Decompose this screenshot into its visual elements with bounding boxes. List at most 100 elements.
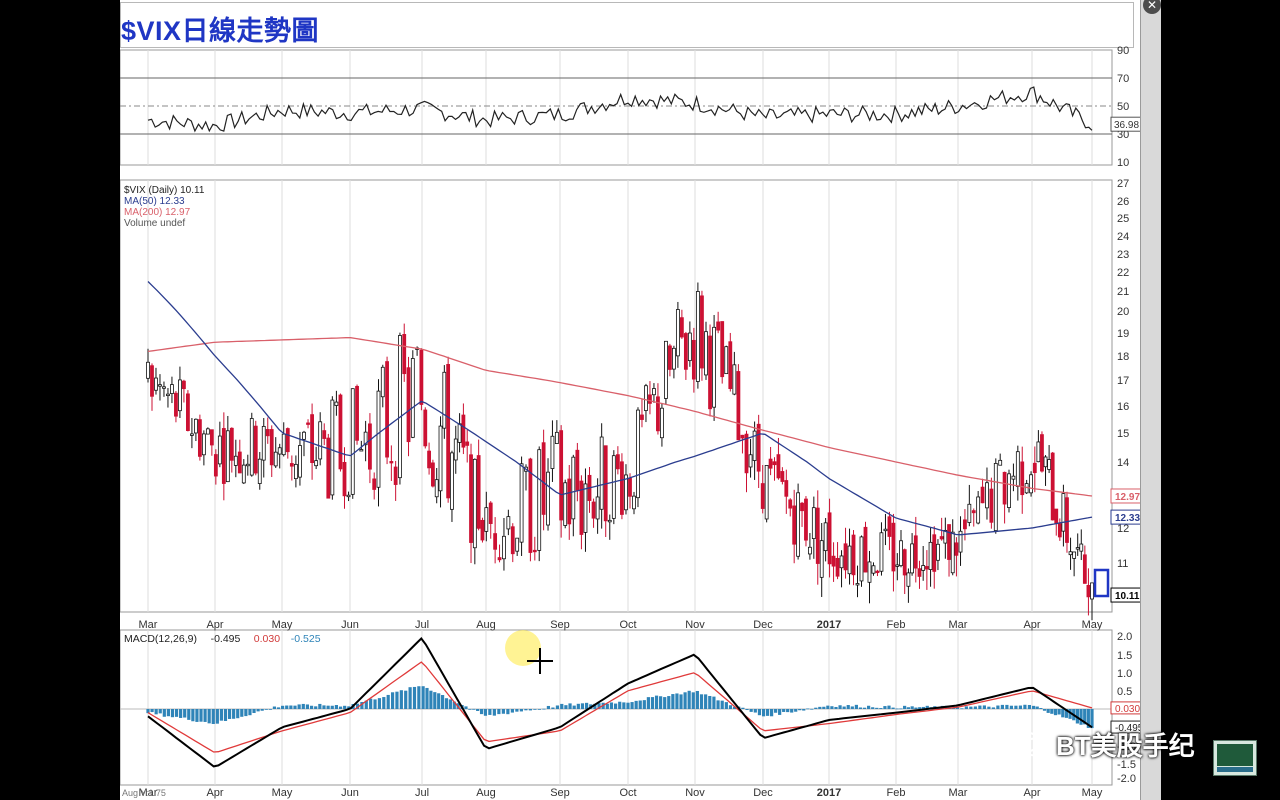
macd-histogram-bar [433,692,437,709]
macd-histogram-bar [1031,705,1036,709]
price-tick-label: 25 [1117,213,1129,225]
candle-body [947,524,951,560]
macd-histogram-bar [322,705,326,709]
candle-body [170,384,174,394]
candle-body [484,507,489,532]
candle-body [808,546,812,555]
macd-histogram-bar [533,709,537,710]
macd-histogram-bar [318,703,322,709]
candle-body [724,346,729,375]
macd-histogram-bar [1083,709,1087,725]
candle-body [776,454,781,479]
price-x-tick-label: Sep [550,619,570,631]
candle-body [648,394,652,404]
macd-histogram-bar [1064,709,1069,718]
candle-body [393,466,398,485]
candle-body [792,505,797,545]
candle-body [675,309,680,357]
candle-body [652,388,656,396]
candle-body [1090,582,1094,600]
macd-footer-label: Aug Y:1.75 [122,788,166,798]
candle-body [628,477,632,497]
macd-histogram-bar [326,705,330,709]
candle-body [644,385,648,411]
close-icon[interactable]: ✕ [1143,0,1161,14]
candle-body [302,431,306,440]
candle-body [322,430,327,439]
macd-histogram-bar [289,705,293,709]
candle-body [695,291,700,382]
macd-histogram-bar [248,709,252,716]
price-tick-label: 15 [1117,428,1129,440]
macd-histogram-bar [906,707,910,709]
price-last-value-label: 12.97 [1115,492,1140,503]
candle-body [559,430,564,521]
rsi-line [147,86,1093,133]
vertical-scrollbar[interactable] [1140,0,1161,800]
rsi-tick-label: 30 [1117,129,1129,141]
macd-histogram-bar [798,709,802,711]
candle-body [497,557,502,561]
candle-body [950,531,955,574]
macd-histogram-bar [334,705,338,709]
candle-body [201,433,206,456]
macd-histogram-bar [969,706,973,709]
macd-histogram-bar [630,702,634,709]
candle-body [936,543,940,561]
macd-histogram-bar [199,709,203,722]
macd-histogram-bar [850,706,854,709]
macd-x-tick-label: Aug [476,787,496,799]
candle-body [1054,508,1059,525]
candle-body [827,512,832,565]
candle-body [998,459,1003,466]
macd-histogram-bar [240,709,244,717]
candle-body [679,317,684,338]
candle-body [744,433,749,474]
macd-histogram-bar [613,703,618,709]
macd-histogram-bar [854,704,858,709]
candle-body [863,526,868,573]
candle-body [895,564,900,567]
rsi-tick-label: 70 [1117,73,1129,85]
macd-histogram-bar [572,705,576,709]
macd-histogram-bar [982,705,986,709]
macd-signal-line [147,661,1093,753]
macd-histogram-bar [360,701,364,709]
macd-histogram-bar [712,696,716,709]
candle-body [788,499,793,509]
macd-histogram-bar [183,709,187,718]
macd-histogram-bar [429,690,433,709]
candle-body [334,401,339,406]
candle-body [704,331,708,376]
macd-histogram-bar [464,706,468,709]
candle-body [732,364,737,395]
macd-histogram-bar [659,696,663,709]
price-x-tick-label: Aug [476,619,496,631]
candle-body [660,407,664,439]
macd-histogram-bar [343,705,347,709]
candle-body [756,423,761,472]
candle-body [976,496,981,524]
candle-body [784,480,789,497]
candle-body [632,495,636,510]
macd-histogram-bar [404,690,408,709]
macd-histogram-bar [421,686,425,709]
macd-histogram-bar [276,707,281,709]
candle-body [1011,475,1016,480]
candle-body [419,349,424,405]
price-tick-label: 16 [1117,401,1129,413]
candle-body [819,540,824,578]
price-x-tick-label: May [1082,619,1103,631]
candle-body [229,427,234,461]
macd-histogram-bar [830,706,834,709]
candle-body [402,334,407,375]
candle-body [342,461,347,497]
macd-histogram-bar [964,706,968,709]
candle-body [835,557,840,577]
macd-histogram-bar [191,709,195,722]
macd-histogram-bar [846,705,850,709]
macd-histogram-bar [524,709,528,711]
price-last-value-label: 10.11 [1115,591,1140,602]
macd-histogram-bar [179,709,183,718]
macd-histogram-bar [382,697,386,709]
